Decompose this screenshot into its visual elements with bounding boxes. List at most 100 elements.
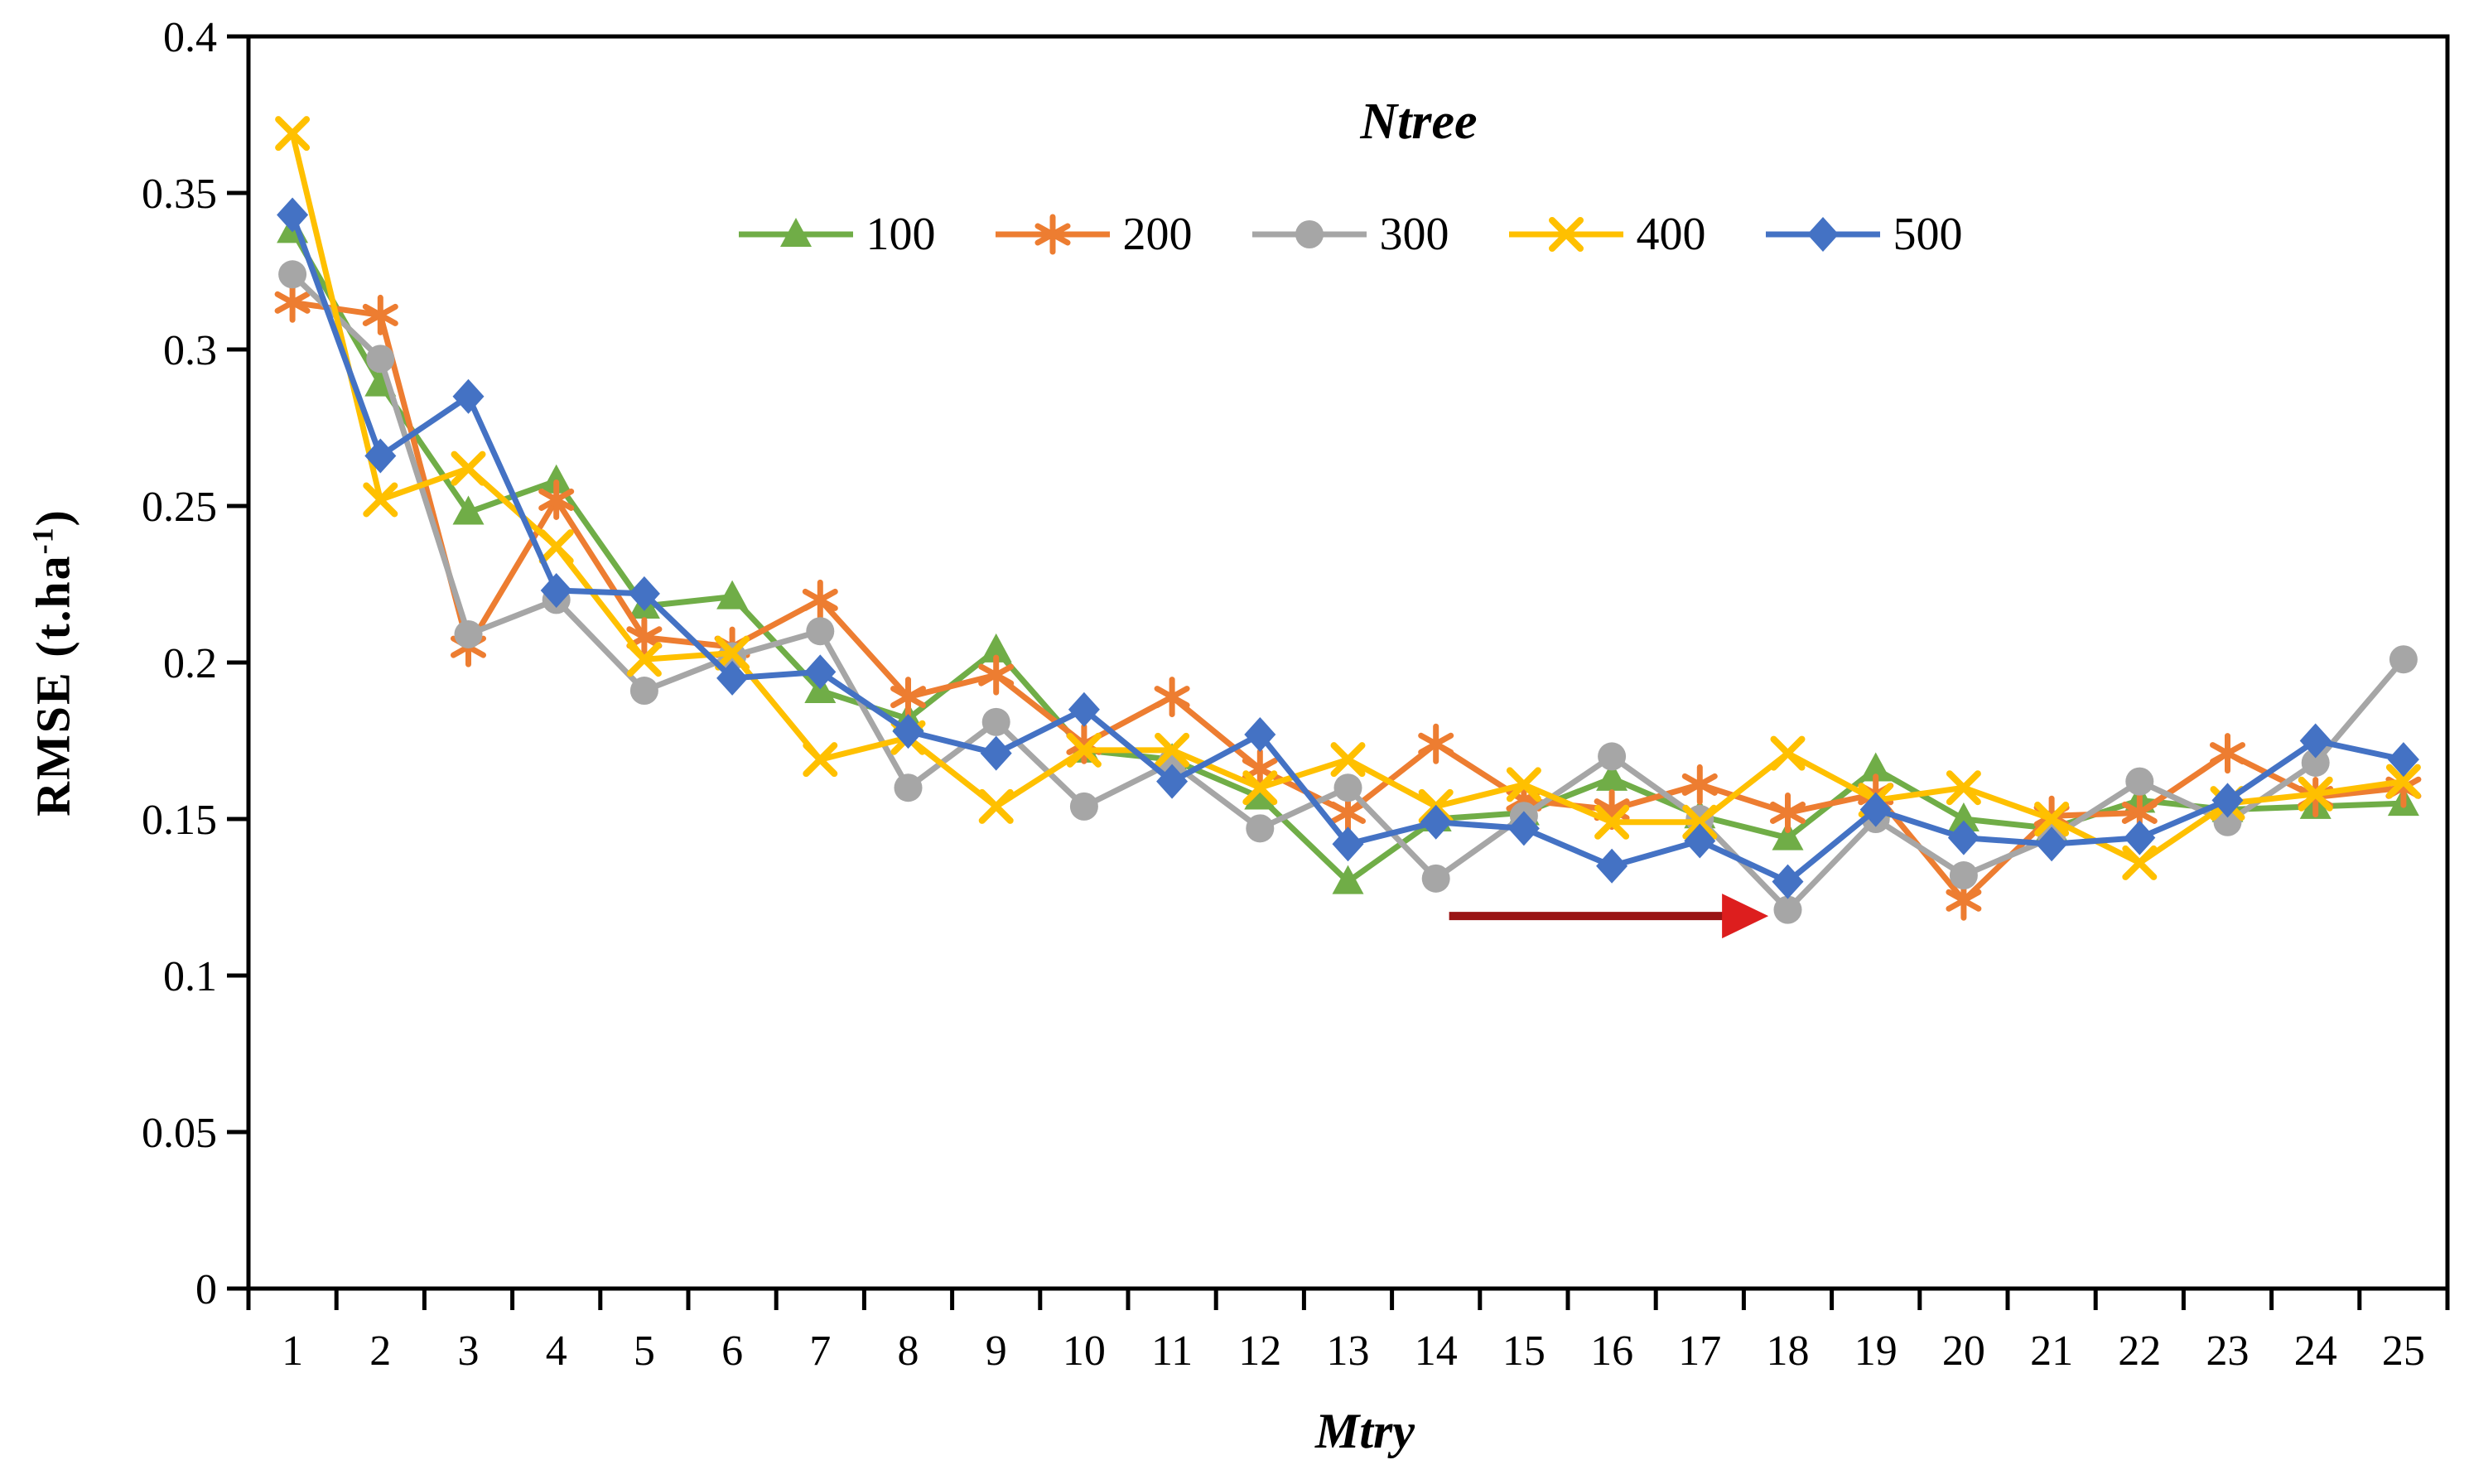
- legend-title: Ntree: [1360, 94, 1478, 150]
- x-marker: [1330, 742, 1366, 778]
- circle-marker: [2389, 645, 2418, 674]
- diamond-marker: [2387, 742, 2419, 778]
- x-tick-label: 19: [1854, 1327, 1898, 1375]
- diamond-marker: [1684, 823, 1716, 859]
- y-axis-title-superscript: -1: [26, 526, 60, 555]
- x-tick-label: 15: [1502, 1327, 1546, 1375]
- legend-sample-diamond-icon: [1765, 217, 1880, 252]
- x-tick-label: 21: [2030, 1327, 2073, 1375]
- y-tick-label: 0.3: [163, 327, 217, 374]
- diamond-marker: [1772, 864, 1804, 899]
- legend-sample-triangle-icon: [738, 218, 853, 247]
- asterisk-marker: [274, 282, 311, 323]
- circle-marker: [629, 677, 658, 706]
- x-marker: [978, 788, 1014, 824]
- diamond-marker: [1596, 848, 1628, 884]
- diamond-marker: [1507, 811, 1540, 846]
- asterisk-marker: [1418, 723, 1454, 764]
- x-tick-label: 6: [721, 1327, 743, 1375]
- x-marker: [275, 116, 311, 152]
- x-tick-label: 23: [2206, 1327, 2250, 1375]
- annotation-arrow: [1449, 894, 1769, 939]
- y-tick-label: 0.2: [163, 640, 217, 687]
- x-marker: [363, 482, 398, 518]
- circle-marker: [1246, 814, 1275, 843]
- y-tick-label: 0.4: [163, 14, 217, 61]
- diamond-marker: [804, 654, 837, 690]
- y-axis-title: RMSE (t.ha-1): [25, 508, 80, 817]
- asterisk-marker: [2210, 733, 2245, 774]
- diamond-marker: [2036, 826, 2068, 862]
- circle-marker: [2125, 767, 2154, 796]
- x-marker: [715, 635, 750, 671]
- diamond-marker: [716, 660, 749, 696]
- asterisk-marker: [1770, 792, 1806, 833]
- x-tick-label: 17: [1678, 1327, 1721, 1375]
- legend-label: 300: [1379, 209, 1449, 260]
- legend-item-100: 100: [734, 207, 936, 262]
- diamond-marker: [1806, 217, 1839, 252]
- diamond-marker: [364, 438, 397, 474]
- diamond-marker: [1156, 764, 1189, 799]
- x-tick-label: 20: [1942, 1327, 1985, 1375]
- x-tick-label: 9: [986, 1327, 1007, 1375]
- triangle-marker: [980, 633, 1012, 662]
- asterisk-marker: [978, 654, 1015, 696]
- asterisk-marker: [802, 579, 838, 620]
- legend-sample-circle-icon: [1251, 220, 1367, 248]
- triangle-marker: [1772, 821, 1804, 850]
- diamond-marker: [1947, 820, 1980, 855]
- arrow-head-icon: [1722, 894, 1769, 939]
- triangle-marker: [1332, 865, 1364, 894]
- x-marker: [1155, 732, 1190, 768]
- triangle-marker: [540, 464, 572, 494]
- x-tick-label: 11: [1151, 1327, 1193, 1375]
- legend-label: 500: [1893, 209, 1963, 260]
- diamond-marker: [892, 714, 924, 749]
- y-tick-label: 0: [195, 1266, 217, 1313]
- circle-marker: [806, 617, 835, 646]
- x-marker: [1770, 735, 1806, 771]
- x-marker: [1682, 804, 1718, 840]
- x-marker: [451, 450, 486, 486]
- diamond-marker: [452, 378, 485, 414]
- asterisk-marker: [890, 677, 926, 718]
- x-marker: [1066, 732, 1102, 768]
- x-tick-label: 22: [2118, 1327, 2161, 1375]
- x-marker: [2122, 845, 2158, 880]
- triangle-marker: [716, 580, 749, 610]
- x-marker: [1594, 804, 1630, 840]
- asterisk-marker: [1034, 214, 1070, 255]
- y-tick-label: 0.1: [163, 953, 217, 1000]
- asterisk-marker: [1154, 677, 1190, 718]
- diamond-marker: [1244, 716, 1276, 752]
- x-tick-label: 12: [1238, 1327, 1281, 1375]
- circle-marker: [1295, 220, 1324, 248]
- circle-marker: [1069, 792, 1098, 821]
- legend-label: 200: [1122, 209, 1193, 260]
- diamond-marker: [540, 573, 572, 609]
- triangle-marker: [1596, 761, 1628, 791]
- x-tick-label: 16: [1590, 1327, 1633, 1375]
- diamond-marker: [1068, 691, 1100, 727]
- x-tick-label: 4: [546, 1327, 567, 1375]
- diamond-marker: [2211, 783, 2244, 818]
- circle-marker: [1421, 864, 1450, 893]
- y-axis-title-text: RMSE (t.ha: [26, 554, 80, 817]
- x-tick-label: 2: [369, 1327, 391, 1375]
- circle-marker: [2213, 807, 2242, 836]
- x-marker: [538, 529, 574, 565]
- legend-item-200: 200: [991, 207, 1193, 262]
- diamond-marker: [628, 576, 660, 611]
- legend: 100 200 300 400 500: [248, 207, 2447, 262]
- y-tick-label: 0.35: [142, 171, 217, 218]
- circle-marker: [981, 707, 1010, 736]
- triangle-marker: [1859, 752, 1892, 782]
- x-marker: [2385, 764, 2421, 799]
- x-tick-label: 10: [1063, 1327, 1106, 1375]
- x-tick-label: 3: [458, 1327, 480, 1375]
- circle-marker: [1949, 861, 1978, 890]
- legend-label: 100: [866, 209, 936, 260]
- x-marker: [1506, 767, 1541, 802]
